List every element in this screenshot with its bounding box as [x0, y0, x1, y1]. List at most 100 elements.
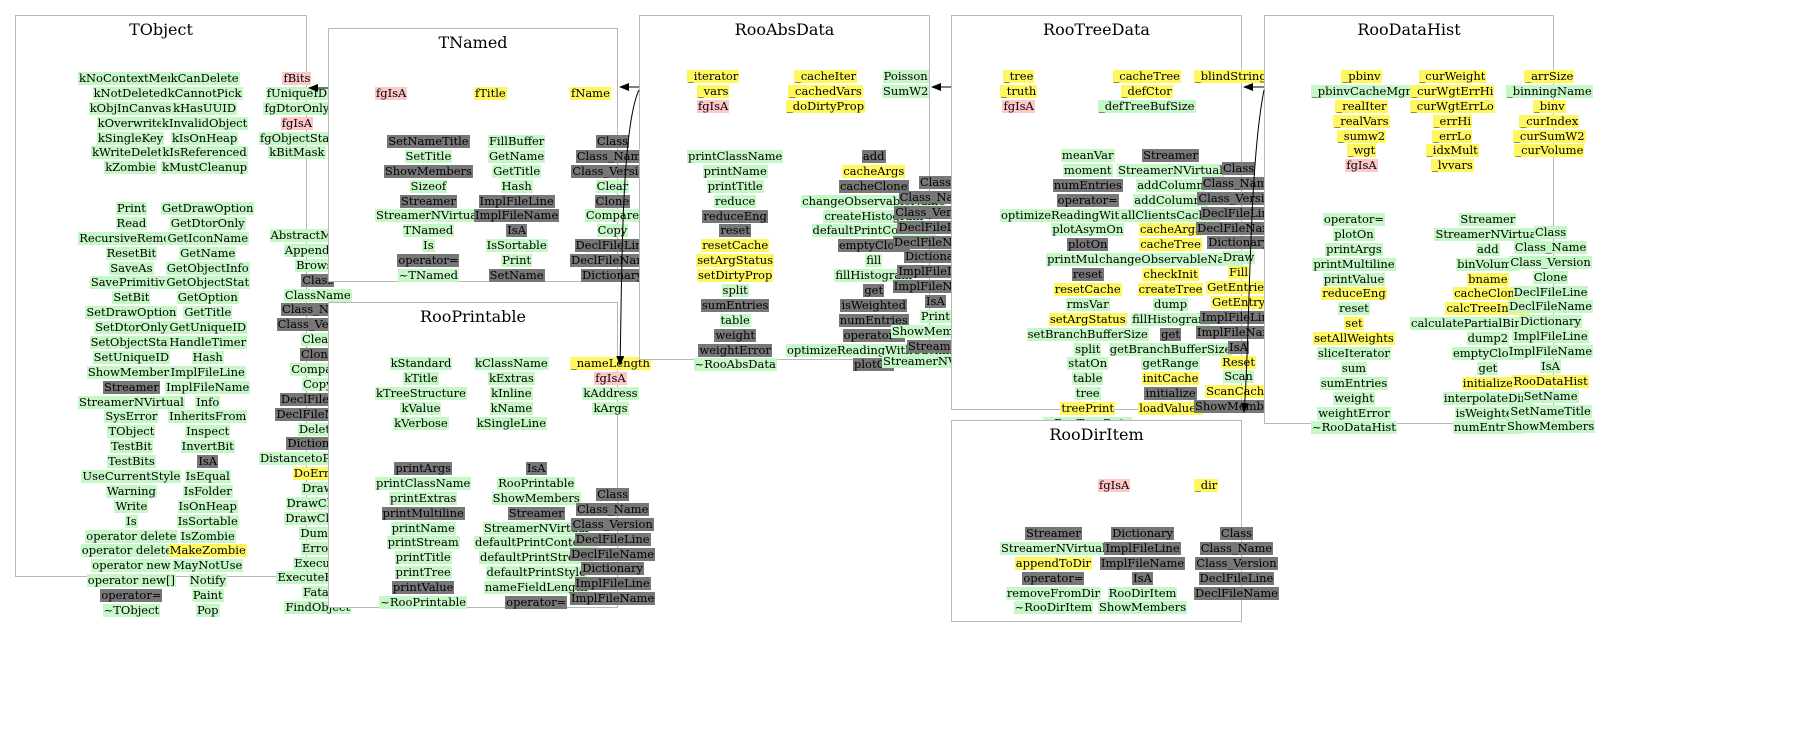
member-item: ~TObject — [102, 603, 161, 618]
member-item: add — [1476, 241, 1500, 256]
member-item: getBranchBufferSize — [1108, 341, 1233, 356]
member-column: fTitle — [474, 87, 507, 102]
member-item: _sumw2 — [1336, 128, 1387, 143]
member-item: StreamerNVirtual — [1000, 540, 1107, 555]
member-item: GetDrawOption — [161, 201, 255, 215]
member-item: ImplFileName — [570, 591, 656, 606]
member-item: _wgt — [1346, 143, 1377, 158]
member-column: Poisson SumW2 — [882, 70, 930, 100]
member-item: defaultPrintStream — [478, 550, 594, 565]
member-column: _pbinv _pbinvCacheMgr _realIter _realVars _s… — [1311, 70, 1412, 174]
member-item: resetCache — [701, 238, 770, 253]
member-item: cacheArgs — [1139, 222, 1203, 237]
member-column: Print Read RecursiveRemove ResetBit SaveAs Sa… — [78, 202, 185, 619]
member-item: Class — [918, 175, 952, 189]
member-item: kTreeStructure — [375, 385, 467, 400]
member-item: Print — [501, 253, 533, 268]
member-item: fgIsA — [594, 370, 627, 385]
member-item: cacheClone — [838, 178, 909, 193]
member-item: kValue — [400, 400, 442, 415]
member-item: weight — [1333, 390, 1375, 405]
member-item: TestBits — [107, 454, 156, 469]
member-item: setDirtyProp — [696, 268, 774, 283]
member-item: ClassName — [283, 287, 352, 302]
member-item: DeclFileLine — [1198, 570, 1275, 585]
member-item: Dictionary — [1111, 526, 1174, 540]
member-column: kNoContextMenu kNotDeleted kObjInCanvas kOv… — [78, 72, 184, 176]
member-item: dump2 — [1466, 331, 1510, 346]
member-item: Streamer — [399, 193, 457, 208]
member-item: ShowMembers — [86, 364, 176, 379]
member-item: _curWgtErrLo — [1410, 98, 1495, 113]
member-item: setArgStatus — [1048, 311, 1127, 326]
member-item: ~RooPrintable — [379, 595, 468, 610]
member-item: Error — [300, 540, 335, 555]
class-tobject: TObject kNoContextMenu kNotDeleted kObjInC… — [15, 15, 377, 618]
member-item: kInvalidObject — [161, 115, 249, 130]
member-item: _lvvars — [1431, 158, 1474, 173]
member-item: _curWgtErrHi — [1410, 83, 1495, 98]
member-item: RooPrintable — [497, 475, 576, 490]
member-item: weight — [714, 327, 757, 342]
member-item: operator= — [842, 327, 905, 342]
member-item: nameFieldLength — [483, 580, 589, 595]
member-item: Compare — [584, 208, 641, 223]
member-item: operator new — [91, 558, 172, 573]
member-item: StreamerNVirtual — [1434, 226, 1542, 241]
member-item: _doDirtyProp — [786, 98, 866, 113]
member-item: IsEqual — [184, 469, 231, 484]
member-item: _pbinv — [1341, 69, 1382, 83]
member-item: kVerbose — [393, 415, 449, 430]
member-item: _cacheTree — [1112, 69, 1181, 83]
member-item: Is — [422, 238, 435, 253]
member-item: _iterator — [687, 69, 740, 83]
member-item: get — [1477, 360, 1499, 375]
member-item: operator= — [1022, 570, 1085, 585]
member-item: fBits — [282, 71, 312, 85]
class-title: TNamed — [438, 33, 508, 52]
member-item: kSingleLine — [475, 415, 548, 430]
member-item: IsA — [506, 223, 527, 238]
member-item: kTitle — [403, 370, 439, 385]
member-item: Clear — [300, 332, 335, 347]
member-item: isWeighted — [1454, 405, 1522, 420]
member-item: statOn — [1067, 356, 1109, 371]
member-item: _realIter — [1335, 98, 1388, 113]
member-item: printExtras — [389, 490, 458, 505]
member-item: printValue — [391, 580, 455, 595]
member-item: StreamerNVirtual — [1117, 162, 1224, 177]
member-item: get — [863, 283, 885, 298]
member-item: emptyClone — [837, 238, 910, 253]
member-item: printValue — [1322, 271, 1386, 286]
member-item: DeclFileName — [1194, 585, 1279, 600]
member-item: printClassName — [687, 149, 784, 163]
member-item: IsA — [525, 461, 547, 475]
member-item: Reset — [1221, 354, 1256, 369]
member-item: MakeZombie — [168, 543, 247, 558]
member-item: kBitMask — [268, 145, 326, 160]
member-item: RecursiveRemove — [78, 230, 185, 245]
member-item: SetUniqueID — [92, 349, 171, 364]
class-rootreedata: RooTreeData _tree _truth fgIsA _cacheTree _… — [951, 15, 1284, 431]
member-item: reset — [1071, 267, 1104, 282]
member-item: printStream — [386, 535, 460, 550]
member-item: setAllWeights — [1313, 331, 1395, 346]
member-item: numEntries — [1052, 177, 1123, 192]
member-item: SetDrawOption — [85, 305, 178, 320]
member-item: _defTreeBufSize — [1098, 98, 1196, 113]
member-item: SavePrimitive — [89, 275, 173, 290]
member-item: Fatal — [302, 585, 334, 600]
member-item: table — [719, 312, 751, 327]
member-column: _iterator _vars fgIsA — [687, 69, 740, 115]
member-item: _curWeight — [1418, 69, 1487, 83]
member-item: SetObjectStat — [89, 335, 174, 350]
member-item: _binningName — [1506, 83, 1593, 98]
member-column: fgIsA — [375, 87, 408, 102]
member-item: split — [1074, 341, 1102, 356]
member-item: _arrSize — [1524, 69, 1575, 83]
member-item: printTree — [394, 565, 452, 580]
member-item: Class — [1219, 526, 1254, 540]
member-item: resetCache — [1053, 282, 1122, 297]
member-item: reduceEng — [1321, 286, 1387, 301]
member-item: GetOption — [176, 290, 239, 305]
